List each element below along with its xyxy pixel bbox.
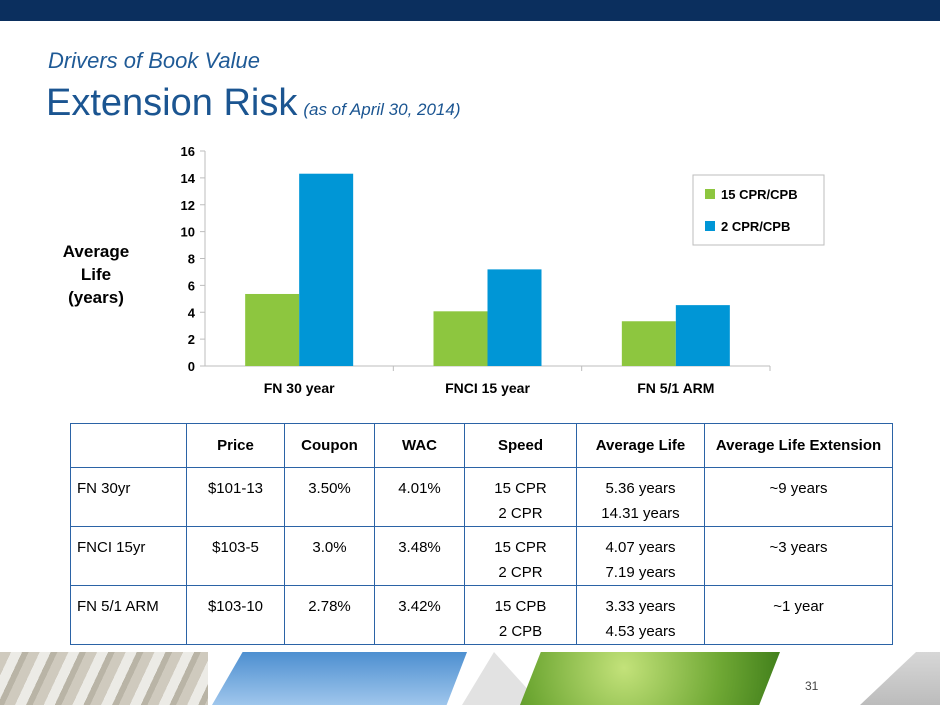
table-header-row: Price Coupon WAC Speed Average Life Aver… xyxy=(70,423,893,468)
coupon-cell: 2.78% xyxy=(284,585,375,645)
wac-cell: 3.48% xyxy=(374,526,465,586)
average-life-value: 7.19 years xyxy=(605,564,676,581)
price-cell: $103-10 xyxy=(186,585,285,645)
header-price: Price xyxy=(186,423,285,468)
price-cell: $101-13 xyxy=(186,467,285,527)
average-life-value: 14.31 years xyxy=(601,505,680,522)
corner-shape xyxy=(860,652,940,705)
legend-label: 2 CPR/CPB xyxy=(721,219,790,234)
x-tick-label: FN 5/1 ARM xyxy=(637,380,714,396)
extension-cell: ~9 years xyxy=(704,467,893,527)
sky-image xyxy=(212,652,467,705)
bar xyxy=(299,173,354,366)
slide-title: Extension Risk (as of April 30, 2014) xyxy=(46,82,461,125)
security-name: FN 30yr xyxy=(70,467,187,527)
table-row: FN 5/1 ARM $103-10 2.78% 3.42% 15 CPB 2 C… xyxy=(70,585,893,645)
x-tick-label: FN 30 year xyxy=(264,380,335,396)
legend-box xyxy=(692,174,825,246)
average-life-bar-chart: 0 2 4 6 8 10 12 14 16 FN 30 year FNCI 15 year FN 5/… xyxy=(181,144,825,396)
bar xyxy=(621,321,676,366)
y-tick-label: 8 xyxy=(188,252,195,267)
y-label-line-3: (years) xyxy=(68,288,124,307)
wac-cell: 3.42% xyxy=(374,585,465,645)
average-life-cell: 4.07 years 7.19 years xyxy=(576,526,705,586)
y-tick-label: 4 xyxy=(188,305,196,320)
speed-cell: 15 CPR 2 CPR xyxy=(464,526,577,586)
average-life-value: 4.53 years xyxy=(605,623,676,640)
header-wac: WAC xyxy=(374,423,465,468)
speed-value: 15 CPB xyxy=(494,598,547,615)
bar xyxy=(675,305,730,366)
legend-label: 15 CPR/CPB xyxy=(721,187,798,202)
bar xyxy=(433,311,488,366)
leaf-image xyxy=(520,652,780,705)
header-average-life: Average Life xyxy=(576,423,705,468)
extension-risk-table: Price Coupon WAC Speed Average Life Aver… xyxy=(70,423,893,645)
speed-value: 15 CPR xyxy=(494,480,547,497)
speed-cell: 15 CPB 2 CPB xyxy=(464,585,577,645)
extension-cell: ~3 years xyxy=(704,526,893,586)
wac-cell: 4.01% xyxy=(374,467,465,527)
slide-title-main: Extension Risk xyxy=(46,82,298,124)
price-cell: $103-5 xyxy=(186,526,285,586)
y-label-line-1: Average xyxy=(62,242,130,261)
speed-value: 15 CPR xyxy=(494,539,547,556)
header-bar xyxy=(0,0,940,21)
speed-cell: 15 CPR 2 CPR xyxy=(464,467,577,527)
header-average-life-extension: Average Life Extension xyxy=(704,423,893,468)
x-tick-label: FNCI 15 year xyxy=(445,380,530,396)
table-row: FNCI 15yr $103-5 3.0% 3.48% 15 CPR 2 CPR … xyxy=(70,526,893,586)
legend-swatch xyxy=(705,221,715,231)
y-tick-label: 10 xyxy=(181,225,195,240)
extension-cell: ~1 year xyxy=(704,585,893,645)
y-label-line-2: Life xyxy=(80,265,112,284)
header-speed: Speed xyxy=(464,423,577,468)
legend-swatch xyxy=(705,189,715,199)
table-row: FN 30yr $101-13 3.50% 4.01% 15 CPR 2 CPR … xyxy=(70,467,893,527)
speed-value: 2 CPR xyxy=(498,564,543,581)
speed-value: 2 CPR xyxy=(498,505,543,522)
y-tick-label: 12 xyxy=(181,198,195,213)
y-tick-label: 6 xyxy=(188,278,195,293)
speed-value: 2 CPB xyxy=(498,623,543,640)
coupon-cell: 3.50% xyxy=(284,467,375,527)
slide-title-date: (as of April 30, 2014) xyxy=(303,100,461,119)
y-tick-label: 14 xyxy=(181,171,196,186)
slide-kicker: Drivers of Book Value xyxy=(48,48,260,73)
average-life-value: 3.33 years xyxy=(605,598,676,615)
footer-image-strip xyxy=(0,652,940,705)
average-life-value: 4.07 years xyxy=(605,539,676,556)
bar xyxy=(245,293,300,366)
header-coupon: Coupon xyxy=(284,423,375,468)
average-life-value: 5.36 years xyxy=(605,480,676,497)
security-name: FN 5/1 ARM xyxy=(70,585,187,645)
page-number: 31 xyxy=(805,679,819,693)
bar xyxy=(487,269,542,366)
y-tick-label: 0 xyxy=(188,359,195,374)
average-life-cell: 5.36 years 14.31 years xyxy=(576,467,705,527)
average-life-cell: 3.33 years 4.53 years xyxy=(576,585,705,645)
rope-image xyxy=(0,652,208,705)
chart-y-label: Average Life (years) xyxy=(48,240,144,309)
header-blank xyxy=(70,423,187,468)
coupon-cell: 3.0% xyxy=(284,526,375,586)
security-name: FNCI 15yr xyxy=(70,526,187,586)
y-tick-label: 2 xyxy=(188,332,195,347)
y-tick-label: 16 xyxy=(181,144,195,159)
